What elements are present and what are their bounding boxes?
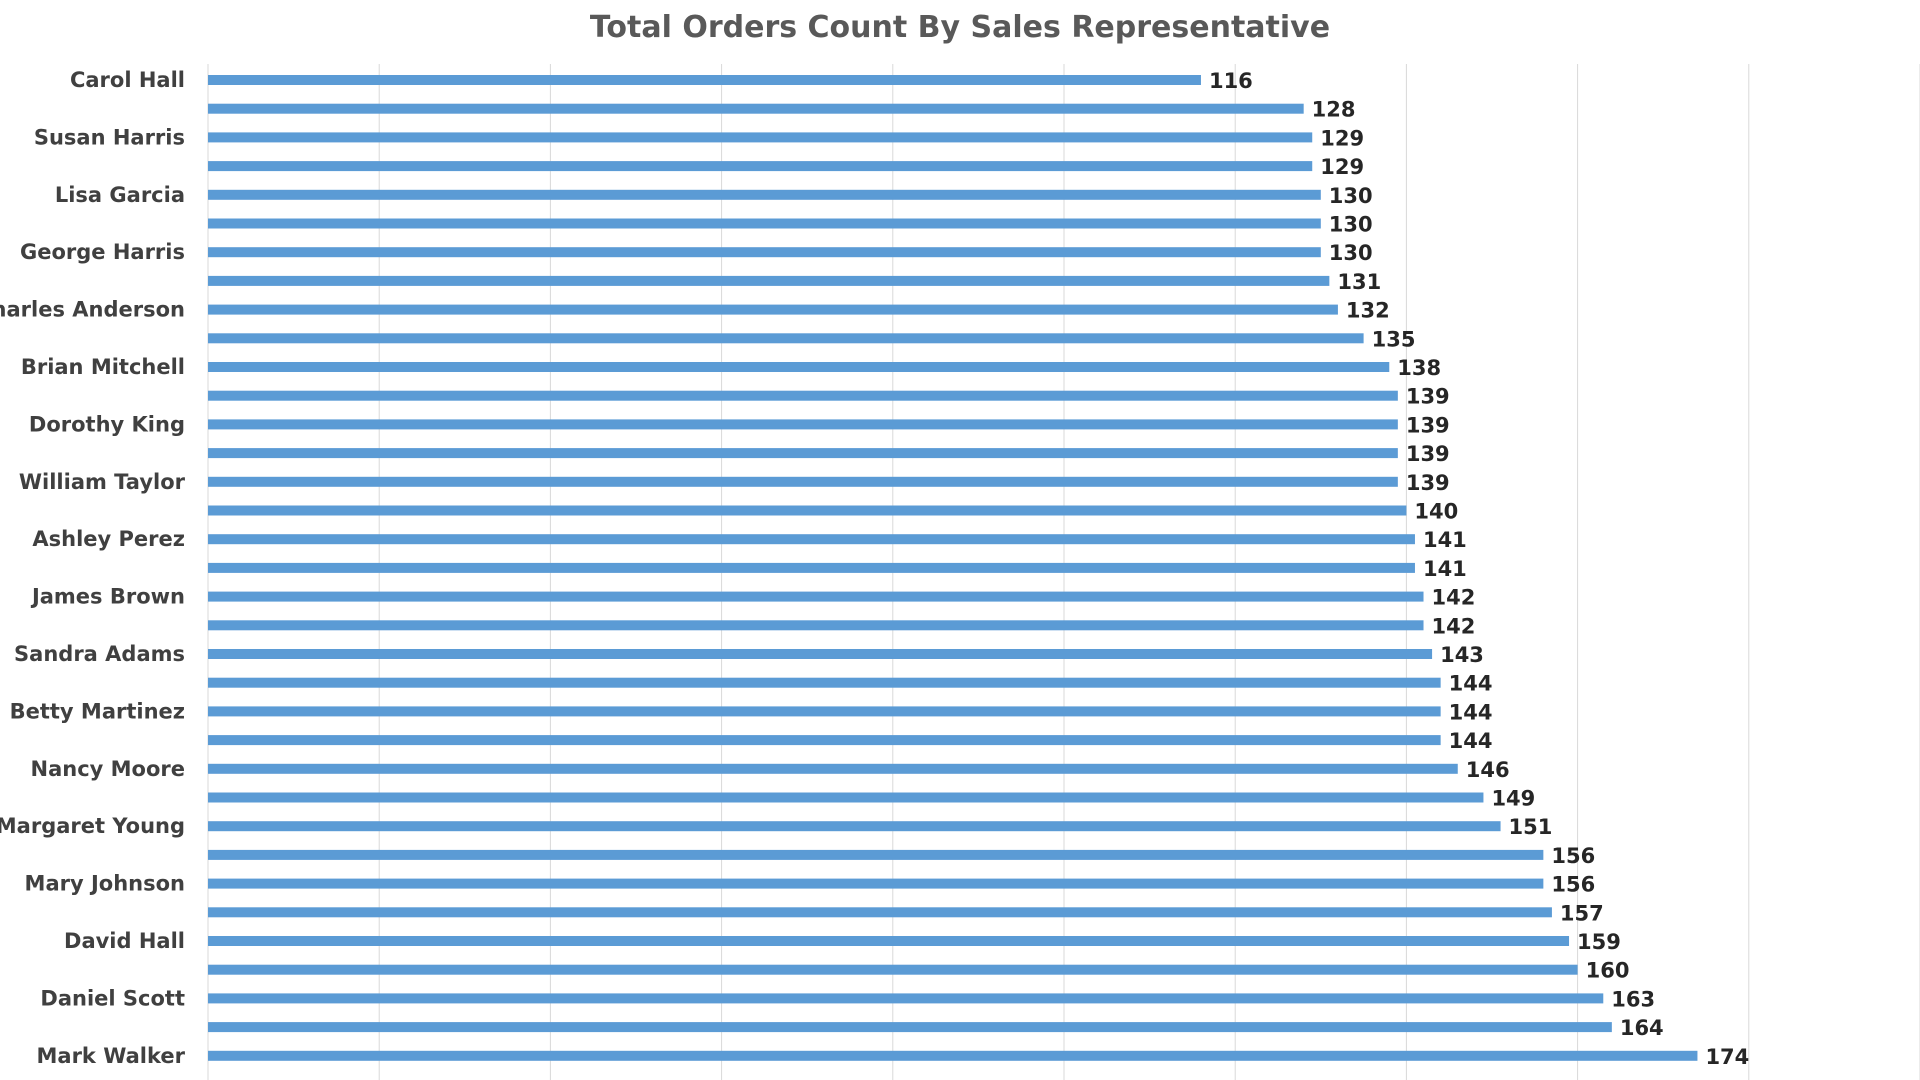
bar [208,591,1424,602]
value-label: 130 [1329,213,1373,237]
bar [208,304,1338,315]
value-label: 157 [1560,901,1604,925]
bar [208,189,1321,200]
value-label: 130 [1329,184,1373,208]
bar [208,849,1544,860]
bar [208,534,1415,545]
category-label: Dorothy King [29,412,185,436]
bar [208,419,1398,430]
category-label: Charles Anderson [0,298,185,322]
bar [208,448,1398,459]
category-label: Nancy Moore [31,757,186,781]
value-label: 144 [1449,672,1493,696]
bar [208,362,1390,372]
value-label: 141 [1423,557,1467,581]
bar [208,763,1458,774]
value-label: 140 [1414,500,1458,524]
bar [208,735,1441,746]
category-label: Lisa Garcia [55,183,185,207]
value-label: 143 [1440,643,1484,667]
bar [208,706,1441,717]
category-label: James Brown [30,585,185,609]
category-label: George Harris [20,240,185,264]
bar [208,390,1398,401]
bar [208,936,1570,946]
value-label: 128 [1312,98,1356,122]
value-label: 131 [1337,270,1381,294]
value-label: 174 [1705,1045,1749,1069]
bar [208,161,1313,172]
bar [208,620,1424,631]
value-label: 139 [1406,471,1450,495]
category-label: David Hall [64,929,185,953]
category-label: William Taylor [19,470,186,494]
bar [208,247,1321,258]
bar [208,792,1484,803]
category-label: Daniel Scott [40,986,185,1010]
value-label: 163 [1611,987,1655,1011]
value-label: 116 [1209,69,1253,93]
bar [208,132,1313,143]
value-label: 138 [1397,356,1441,380]
category-label: Mark Walker [37,1044,186,1068]
bar [208,649,1433,659]
bar [208,562,1415,573]
value-label: 132 [1346,299,1390,323]
value-label: 129 [1320,126,1364,150]
value-label: 146 [1466,758,1510,782]
bar [208,1050,1698,1061]
value-label: 130 [1329,241,1373,265]
category-label: Susan Harris [34,125,185,149]
bar [208,505,1407,516]
category-label: Brian Mitchell [21,355,185,379]
value-label: 156 [1551,873,1595,897]
bar [208,218,1321,229]
bar [208,75,1201,85]
value-label: 156 [1551,844,1595,868]
bars [208,75,1698,1061]
bar [208,878,1544,889]
category-label: Betty Martinez [10,699,185,723]
category-label: Margaret Young [0,814,185,838]
value-label: 139 [1406,385,1450,409]
value-label: 141 [1423,528,1467,552]
bar [208,275,1330,286]
value-label: 159 [1577,930,1621,954]
value-label: 142 [1432,586,1476,610]
category-labels: Carol Hall Susan Harris Lisa Garcia George … [0,68,186,1068]
bar [208,1022,1612,1033]
value-label: 135 [1372,327,1416,351]
bar [208,907,1552,918]
category-label: Ashley Perez [32,527,185,551]
category-label: Carol Hall [70,68,185,92]
bar [208,677,1441,688]
chart-title: Total Orders Count By Sales Representati… [589,10,1331,45]
bar [208,476,1398,487]
bar [208,821,1501,832]
value-label: 142 [1432,614,1476,638]
value-label: 144 [1449,700,1493,724]
value-label: 160 [1586,959,1630,983]
value-label: 139 [1406,442,1450,466]
bar [208,103,1304,114]
bar [208,993,1604,1004]
value-label: 139 [1406,413,1450,437]
value-label: 164 [1620,1016,1664,1040]
value-label: 149 [1491,787,1535,811]
bar [208,333,1364,344]
value-label: 151 [1509,815,1553,839]
bar [208,964,1578,975]
value-labels: 116 128 129 129 130 130 130 131 132 135 138 139 139 1… [1209,69,1749,1069]
category-label: Sandra Adams [14,642,185,666]
category-label: Mary Johnson [25,872,185,896]
value-label: 129 [1320,155,1364,179]
value-label: 144 [1449,729,1493,753]
